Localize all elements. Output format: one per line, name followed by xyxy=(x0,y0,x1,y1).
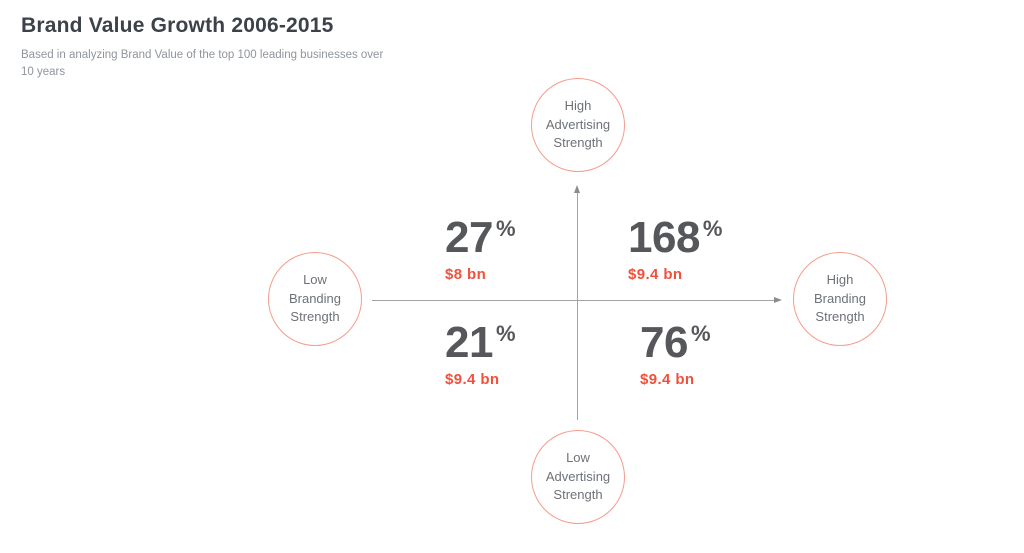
axis-node-high-advertising-strength: High Advertising Strength xyxy=(531,78,625,172)
quadrant-value-bottom-right: 76 % $9.4 bn xyxy=(640,321,711,389)
axis-node-high-branding-strength: High Branding Strength xyxy=(793,252,887,346)
axis-node-label: Low Branding Strength xyxy=(288,271,342,325)
quadrant-value-top-left: 27 % $8 bn xyxy=(445,216,516,284)
brand-value-label: $9.4 bn xyxy=(628,266,683,283)
axis-node-label: Low Advertising Strength xyxy=(545,449,611,503)
y-axis-line xyxy=(577,193,578,420)
growth-percent-row: 76 % xyxy=(640,321,711,365)
growth-percent-row: 27 % xyxy=(445,216,516,260)
percent-sign: % xyxy=(690,321,711,346)
page-subtitle: Based in analyzing Brand Value of the to… xyxy=(21,49,384,78)
quadrant-value-bottom-left: 21 % $9.4 bn xyxy=(445,321,516,389)
x-axis-line xyxy=(372,300,775,301)
percent-sign: % xyxy=(495,216,516,241)
brand-value-label: $9.4 bn xyxy=(445,371,500,388)
chart-header: Brand Value Growth 2006-2015 Based in an… xyxy=(21,14,441,80)
brand-value-label: $8 bn xyxy=(445,266,487,283)
growth-percent-value: 21 xyxy=(445,318,493,367)
axis-node-low-advertising-strength: Low Advertising Strength xyxy=(531,430,625,524)
brand-value-label: $9.4 bn xyxy=(640,371,695,388)
y-axis-arrowhead-icon xyxy=(574,185,580,193)
growth-percent-value: 168 xyxy=(628,213,700,262)
growth-percent-row: 168 % xyxy=(628,216,722,260)
x-axis-arrowhead-icon xyxy=(774,297,782,303)
growth-percent-value: 76 xyxy=(640,318,688,367)
growth-percent-value: 27 xyxy=(445,213,493,262)
axis-node-label: High Branding Strength xyxy=(813,271,867,325)
growth-percent-row: 21 % xyxy=(445,321,516,365)
percent-sign: % xyxy=(495,321,516,346)
axis-node-low-branding-strength: Low Branding Strength xyxy=(268,252,362,346)
page-title: Brand Value Growth 2006-2015 xyxy=(21,14,334,37)
axis-node-label: High Advertising Strength xyxy=(545,97,611,151)
percent-sign: % xyxy=(702,216,723,241)
quadrant-value-top-right: 168 % $9.4 bn xyxy=(628,216,722,284)
